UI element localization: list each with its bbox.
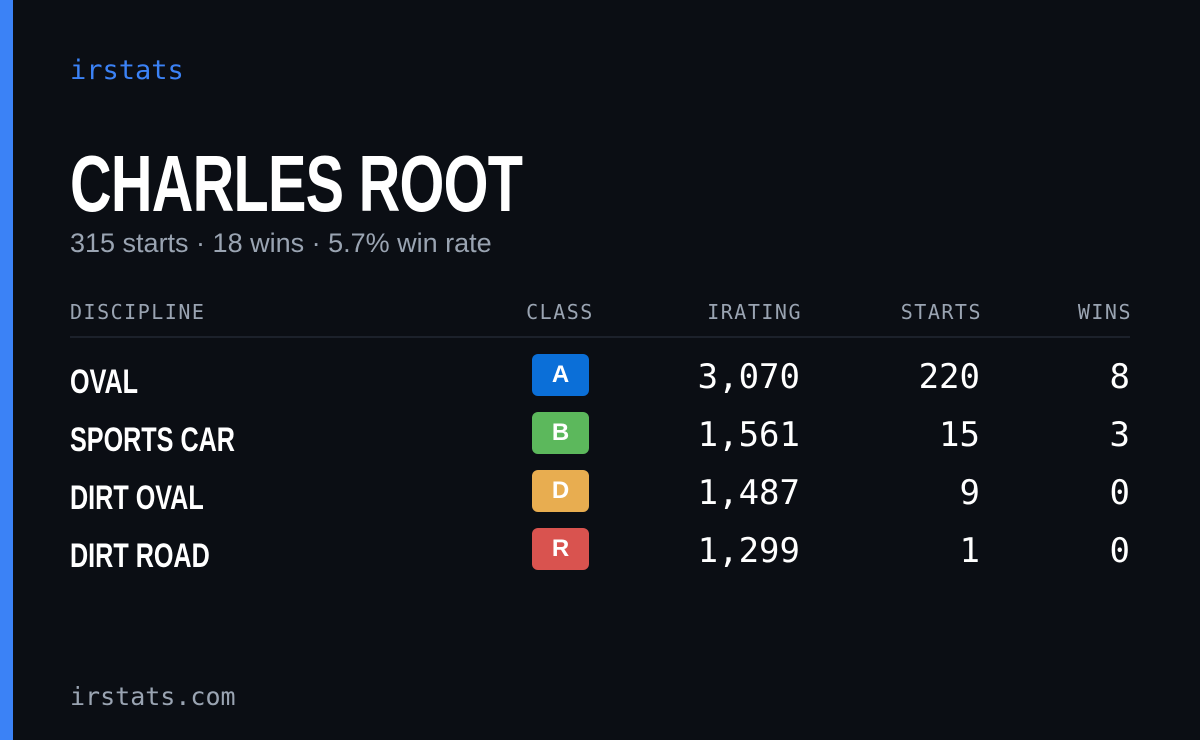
header-irating: IRATING bbox=[707, 300, 802, 324]
accent-bar bbox=[0, 0, 13, 740]
header-discipline: DISCIPLINE bbox=[70, 300, 206, 324]
class-badge: A bbox=[532, 354, 589, 396]
irating: 3,070 bbox=[697, 357, 800, 397]
wins: 3 bbox=[1109, 415, 1130, 455]
footer-url: irstats.com bbox=[70, 682, 236, 711]
starts: 15 bbox=[939, 415, 980, 455]
wins: 0 bbox=[1109, 531, 1130, 571]
irating: 1,487 bbox=[697, 473, 800, 513]
discipline: SPORTS CAR bbox=[70, 421, 235, 459]
starts: 220 bbox=[918, 357, 980, 397]
header-starts: STARTS bbox=[900, 300, 982, 324]
class-badge: D bbox=[532, 470, 589, 512]
discipline: OVAL bbox=[70, 363, 139, 401]
starts: 9 bbox=[959, 473, 980, 513]
discipline: DIRT OVAL bbox=[70, 479, 204, 517]
header-class: CLASS bbox=[526, 300, 594, 324]
starts: 1 bbox=[959, 531, 980, 571]
discipline: DIRT ROAD bbox=[70, 537, 210, 575]
wins: 8 bbox=[1109, 357, 1130, 397]
wins: 0 bbox=[1109, 473, 1130, 513]
summary: 315 starts · 18 wins · 5.7% win rate bbox=[70, 228, 492, 258]
divider bbox=[70, 336, 1130, 338]
brand: irstats bbox=[70, 55, 184, 86]
irating: 1,561 bbox=[697, 415, 800, 455]
class-badge: R bbox=[532, 528, 589, 570]
class-badge: B bbox=[532, 412, 589, 454]
header-wins: WINS bbox=[1077, 300, 1132, 324]
irating: 1,299 bbox=[697, 531, 800, 571]
driver-name: CHARLES ROOT bbox=[70, 139, 523, 228]
